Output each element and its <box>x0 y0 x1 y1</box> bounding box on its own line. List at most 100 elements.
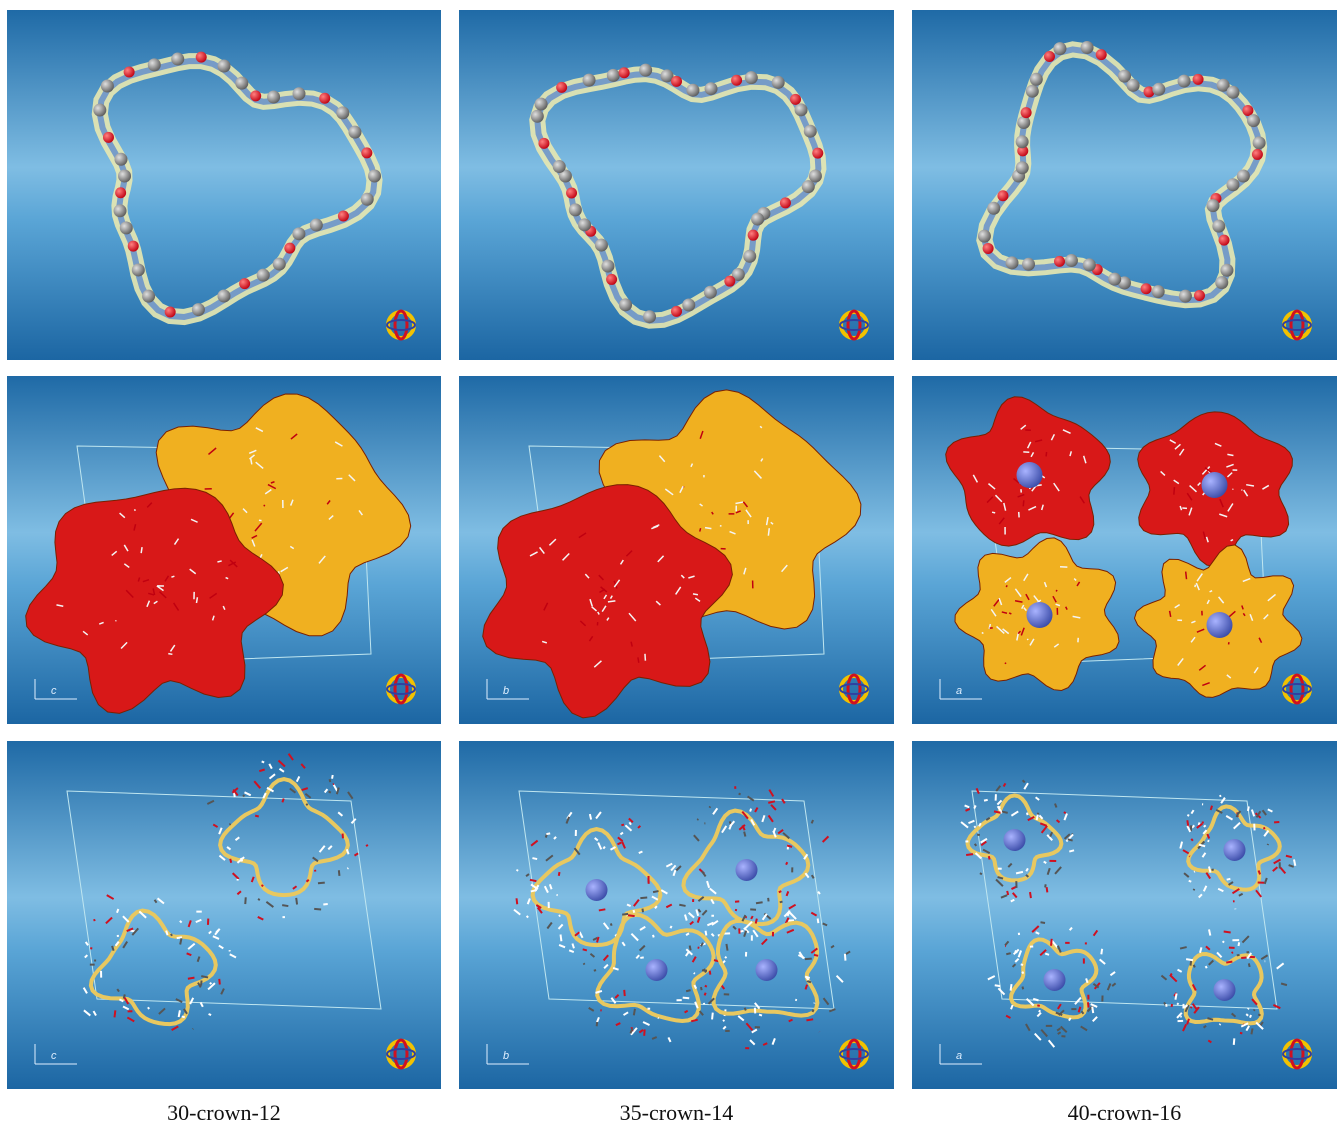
bond <box>1175 993 1176 999</box>
bond <box>1022 987 1023 990</box>
oxygen-atom <box>250 90 261 101</box>
bond <box>845 954 846 961</box>
ion <box>1044 969 1066 991</box>
oxygen-atom <box>128 241 139 252</box>
bond <box>332 775 333 779</box>
bond <box>1068 839 1073 840</box>
bond <box>818 892 820 894</box>
ion <box>1027 602 1053 628</box>
bond <box>1232 952 1233 953</box>
bond <box>805 977 810 978</box>
carbon-atom <box>583 74 596 87</box>
carbon-atom <box>804 125 817 138</box>
bond <box>705 993 706 996</box>
bond <box>710 971 711 975</box>
bond <box>683 998 690 999</box>
bond <box>1047 887 1048 892</box>
carbon-atom <box>1212 220 1225 233</box>
carbon-atom <box>751 213 764 226</box>
carbon-atom <box>120 221 133 234</box>
bond <box>977 834 980 835</box>
oxygen-atom <box>284 243 295 254</box>
bond <box>1286 856 1292 857</box>
bond <box>177 937 182 938</box>
bond <box>818 918 819 923</box>
bond <box>1194 889 1195 891</box>
bond <box>282 799 283 803</box>
oxygen-atom <box>983 243 994 254</box>
bond <box>219 979 220 985</box>
carbon-atom <box>1179 290 1192 303</box>
bond <box>1092 1007 1093 1013</box>
carbon-atom <box>1237 170 1250 183</box>
bond <box>590 814 591 820</box>
bond <box>141 547 142 553</box>
carbon-atom <box>1006 256 1019 269</box>
bond <box>347 868 348 869</box>
bond <box>527 916 528 918</box>
bond <box>135 509 136 510</box>
axis-label: c <box>51 685 57 697</box>
oxygen-atom <box>1141 283 1152 294</box>
panel: c <box>7 376 441 724</box>
ion <box>1207 612 1233 638</box>
bond <box>686 990 690 991</box>
bond <box>611 923 612 925</box>
bond <box>166 931 167 935</box>
carbon-atom <box>310 219 323 232</box>
carbon-atom <box>171 53 184 66</box>
oxygen-atom <box>606 274 617 285</box>
ion <box>1004 829 1026 851</box>
bond <box>1206 966 1207 968</box>
bond <box>1246 1014 1248 1016</box>
bond <box>640 898 647 899</box>
carbon-atom <box>1083 258 1096 271</box>
bond <box>697 819 698 820</box>
carbon-atom <box>1247 114 1260 127</box>
oxygen-atom <box>1044 51 1055 62</box>
bond <box>243 795 244 797</box>
carbon-atom <box>802 180 815 193</box>
bond <box>814 955 818 956</box>
bond <box>975 844 977 846</box>
bond <box>1210 591 1213 592</box>
oxygen-atom <box>724 276 735 287</box>
bond <box>255 816 259 817</box>
carbon-atom <box>292 87 305 100</box>
caption: 30-crown-12 <box>167 1100 281 1125</box>
oxygen-atom <box>1021 107 1032 118</box>
bond <box>1212 869 1214 870</box>
bond <box>531 890 537 891</box>
bond <box>1258 1014 1260 1015</box>
bond <box>640 957 643 958</box>
carbon-atom <box>619 298 632 311</box>
bond <box>1191 839 1193 841</box>
carbon-atom <box>531 110 544 123</box>
carbon-atom <box>1026 85 1039 98</box>
bond <box>723 1020 725 1021</box>
carbon-atom <box>142 290 155 303</box>
bond <box>700 528 701 531</box>
bond <box>1006 953 1010 954</box>
bond <box>188 978 195 979</box>
carbon-atom <box>743 250 756 263</box>
carbon-atom <box>1226 86 1239 99</box>
bond <box>1051 939 1052 946</box>
bond <box>1249 963 1250 967</box>
oxygen-atom <box>780 197 791 208</box>
figure: 30-crown-12cc35-crown-14bb40-crown-16aa <box>0 0 1337 1128</box>
carbon-atom <box>569 203 582 216</box>
bond <box>787 845 792 846</box>
bond <box>584 963 585 964</box>
bond <box>296 898 297 905</box>
bond <box>989 856 990 859</box>
bond <box>1030 892 1031 898</box>
bond <box>709 806 710 807</box>
ion <box>736 859 758 881</box>
bond <box>994 811 1001 812</box>
carbon-atom <box>1215 276 1228 289</box>
panel: c <box>7 741 441 1089</box>
bond <box>1234 1038 1235 1045</box>
bond <box>629 822 631 824</box>
bond <box>245 897 246 904</box>
